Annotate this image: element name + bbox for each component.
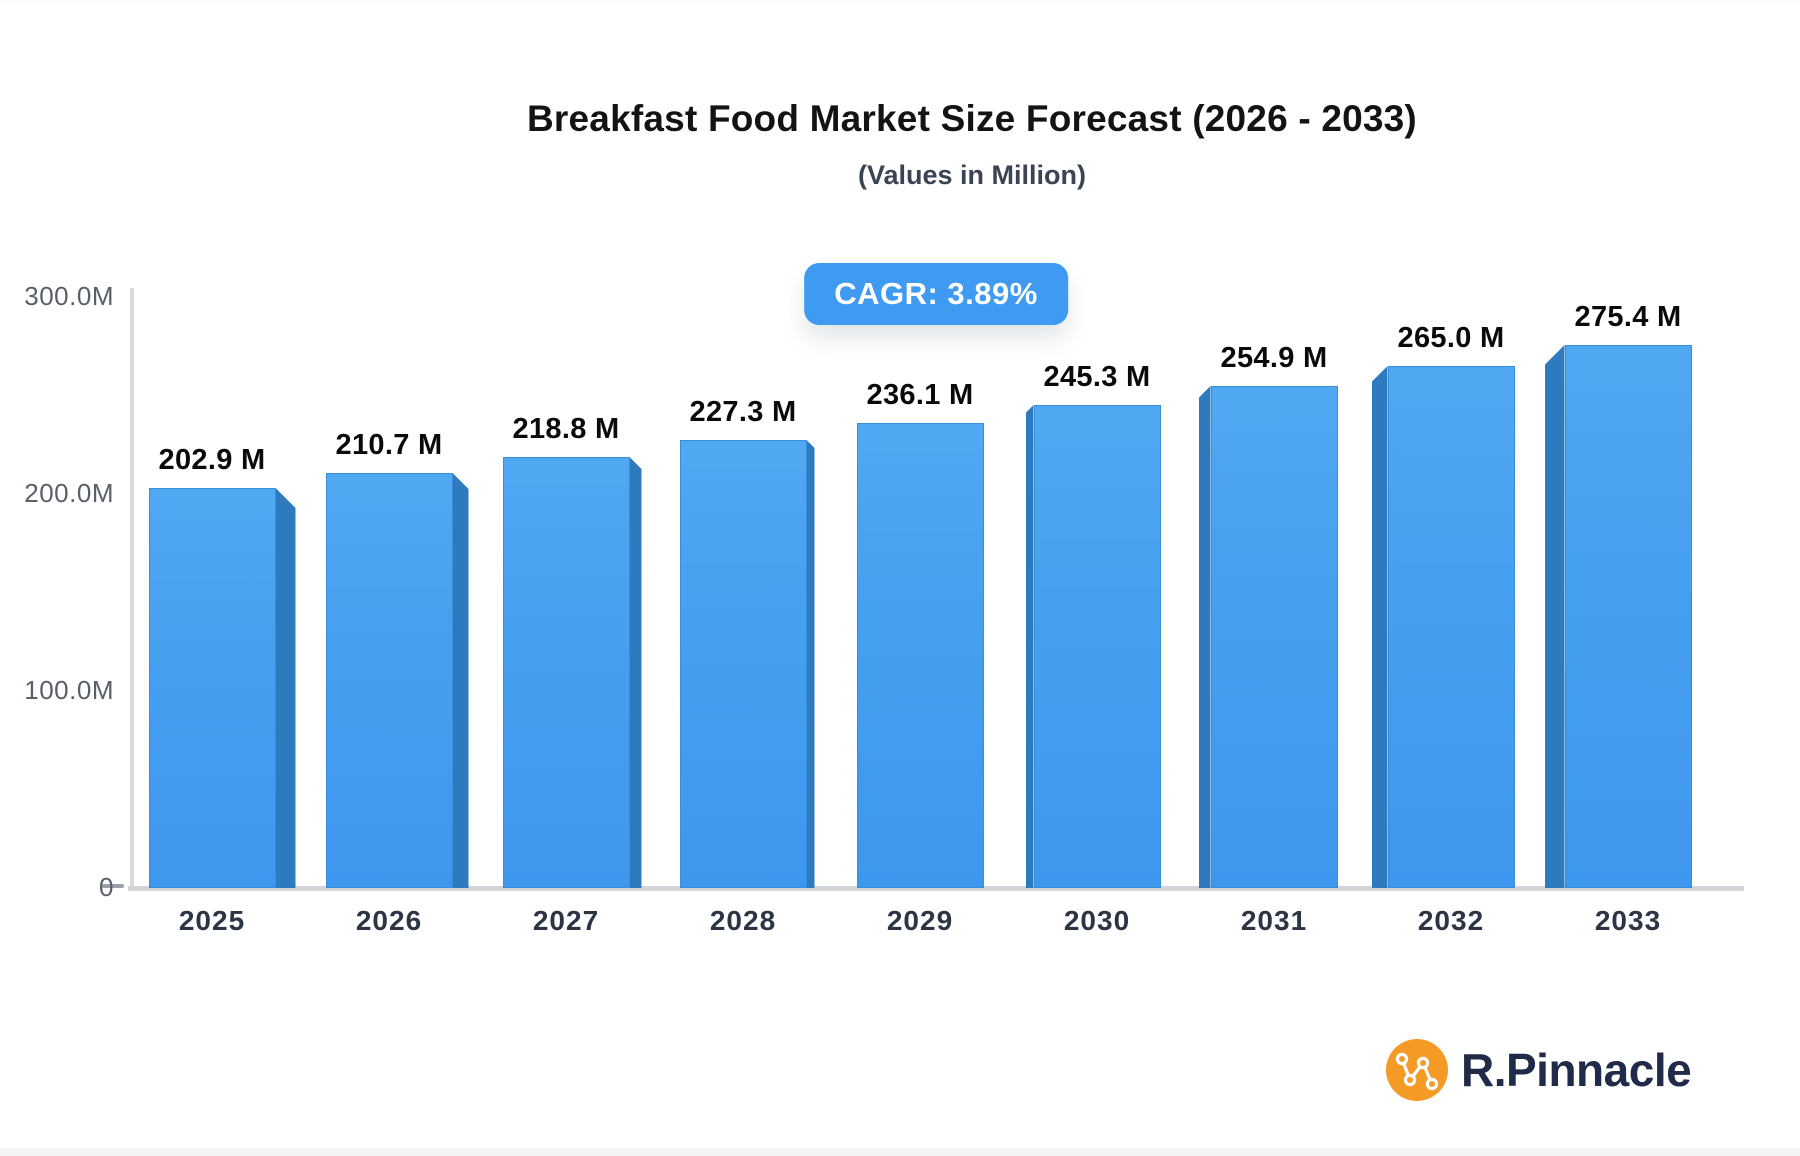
y-tick-label-0: 0 <box>99 872 114 902</box>
bar-2031-3d-side-face <box>1198 386 1211 888</box>
bar-value-label-2026: 210.7 M <box>335 429 443 461</box>
x-axis-label-2025: 2025 <box>178 905 246 936</box>
bar-value-label-2032: 265.0 M <box>1397 322 1505 354</box>
x-axis-label-2027: 2027 <box>532 905 600 936</box>
bar-2025-3d-side-face <box>275 488 296 888</box>
bar-2028[interactable] <box>679 440 807 888</box>
bar-2031[interactable] <box>1210 386 1338 888</box>
brand-logo-text: R.Pinnacle <box>1461 1044 1692 1096</box>
top-edge-strip <box>0 0 1800 3</box>
bar-2026-3d-side-face <box>452 473 469 888</box>
x-axis-label-2031: 2031 <box>1240 905 1308 936</box>
bar-2025[interactable] <box>148 488 276 888</box>
bar-value-label-2027: 218.8 M <box>512 413 620 445</box>
y-tick-label-300.0M: 300.0M <box>24 281 114 311</box>
bar-2030[interactable] <box>1033 405 1161 888</box>
bar-2026[interactable] <box>325 473 453 888</box>
bar-value-label-2031: 254.9 M <box>1220 342 1328 374</box>
bar-2033-3d-side-face <box>1544 345 1565 888</box>
y-tick-label-200.0M: 200.0M <box>24 478 114 508</box>
brand-logo: R.Pinnacle <box>1385 1038 1692 1102</box>
bar-2028-3d-side-face <box>806 440 815 888</box>
y-axis-line <box>130 288 134 890</box>
bar-value-label-2033: 275.4 M <box>1574 301 1682 333</box>
chart-subtitle: (Values in Million) <box>857 160 1087 190</box>
cagr-badge: CAGR: 3.89% <box>804 263 1068 325</box>
bar-2027-3d-side-face <box>629 457 642 888</box>
x-axis-label-2026: 2026 <box>355 905 423 936</box>
bar-2033[interactable] <box>1564 345 1692 888</box>
x-axis-label-2028: 2028 <box>709 905 777 936</box>
bar-2027[interactable] <box>502 457 630 888</box>
y-tick-label-100.0M: 100.0M <box>24 675 114 705</box>
bar-2030-3d-side-face <box>1025 405 1034 888</box>
x-axis-label-2030: 2030 <box>1063 905 1131 936</box>
x-axis-label-2029: 2029 <box>886 905 954 936</box>
zero-tick-mark <box>102 884 124 888</box>
bar-2032[interactable] <box>1387 366 1515 888</box>
chart-title: Breakfast Food Market Size Forecast (202… <box>527 98 1417 139</box>
x-axis-label-2033: 2033 <box>1594 905 1662 936</box>
x-axis-baseline <box>128 886 1744 891</box>
network-nodes-icon <box>1386 1039 1448 1101</box>
bar-value-label-2028: 227.3 M <box>689 396 797 428</box>
bar-2029[interactable] <box>856 423 984 888</box>
bottom-edge-strip <box>0 1148 1800 1156</box>
bar-value-label-2029: 236.1 M <box>866 379 974 411</box>
bar-2032-3d-side-face <box>1371 366 1388 888</box>
bar-value-label-2025: 202.9 M <box>158 444 266 476</box>
bar-value-label-2030: 245.3 M <box>1043 361 1151 393</box>
x-axis-label-2032: 2032 <box>1417 905 1485 936</box>
